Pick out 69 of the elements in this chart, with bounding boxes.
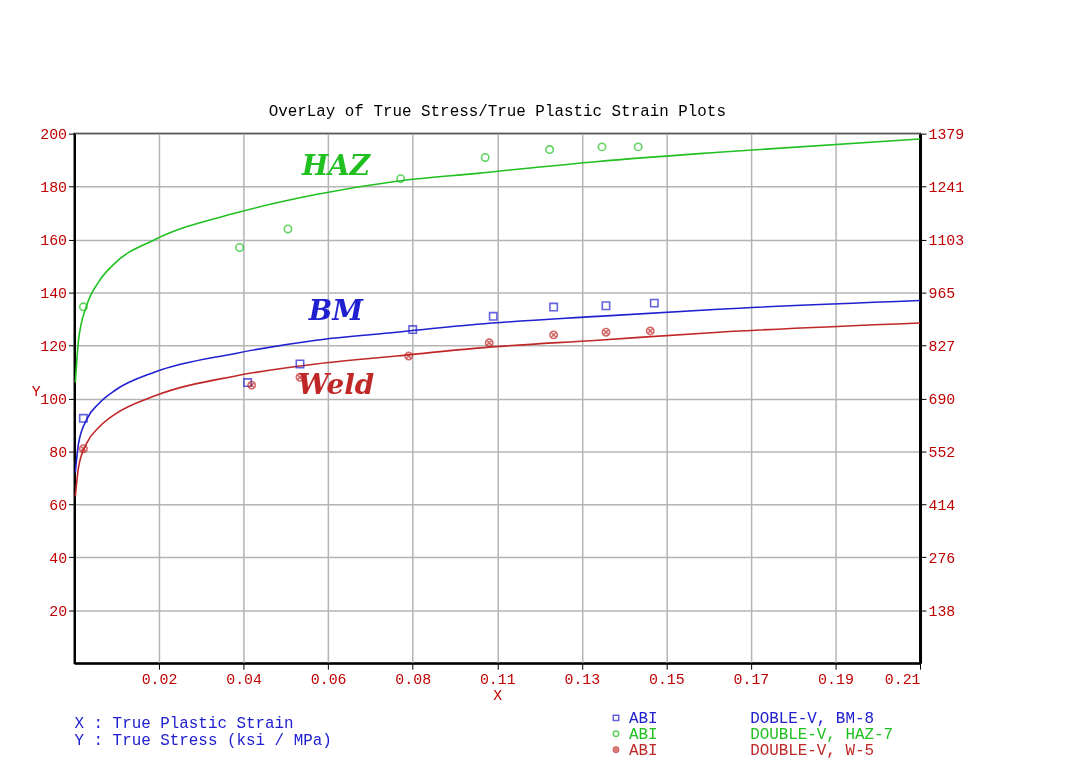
y2-tick-label: 965 [928,285,956,302]
point [78,444,88,454]
x-tick-label: 0.17 [733,671,770,688]
y-tick-label: 140 [40,285,68,302]
point [597,142,607,152]
series-label: Weld [297,367,375,401]
y-tick-label: 200 [40,127,68,144]
point [283,224,293,234]
y-tick-label: 100 [40,391,68,408]
text: DOUBLE-V, HAZ-7 [750,725,894,744]
y-tick-label: 160 [40,233,68,250]
point [247,380,257,390]
legend-label: ABI [628,741,658,760]
y2-tick-label: 690 [928,391,956,408]
y-tick-label: 180 [40,180,68,197]
text: Y : True Stress (ksi / MPa) [74,731,332,750]
y2-tick-label: 138 [928,603,956,620]
y-tick-label: 80 [49,444,68,461]
text: DOUBLE-V, W-5 [750,741,874,760]
point [488,311,498,321]
y-tick-label: 20 [49,603,68,620]
point [78,302,88,312]
point [633,142,643,152]
point [243,378,253,388]
y-axis-title: Y [31,383,41,400]
point [601,301,611,311]
x-tick-label: 0.08 [395,671,432,688]
point [480,153,490,162]
point [649,298,659,308]
point [396,174,406,184]
x-tick-label: 0.11 [479,671,516,688]
line-series [74,299,921,474]
x-tick-label: 0.15 [648,671,685,688]
line-series [74,322,921,498]
point [545,145,555,155]
point [549,330,559,340]
y2-tick-label: 827 [928,338,956,355]
point [484,338,494,348]
legend-label: ABI [628,725,658,744]
x-tick-label: 0.13 [564,671,601,688]
point [408,325,418,335]
x-axis-title: X [493,688,503,705]
x-tick-label: 0.06 [310,671,347,688]
y2-tick-label: 1379 [928,127,965,144]
point [295,359,305,369]
y2-tick-label: 414 [928,497,956,514]
y2-tick-label: 1103 [928,233,965,250]
x-tick-label: 0.21 [884,671,921,688]
y2-tick-label: 552 [928,444,956,461]
text: X : True Plastic Strain [74,714,294,733]
y-tick-label: 60 [49,497,68,514]
y2-tick-label: 1241 [928,180,965,197]
point [601,327,611,337]
chart-title: OverLay of True Stress/True Plastic Strain Plots [268,102,726,121]
point [235,243,245,252]
x-tick-label: 0.02 [141,671,178,688]
series-label: BM [307,294,365,328]
point [645,326,655,336]
x-tick-label: 0.04 [226,671,263,688]
legend-label: ABI [628,709,658,728]
point [78,413,88,423]
y-tick-label: 120 [40,338,68,355]
y2-tick-label: 276 [928,550,956,567]
x-tick-label: 0.19 [818,671,854,688]
point [404,351,414,361]
point [549,302,559,312]
series-label: HAZ [300,148,372,182]
text: DOBLE-V, BM-8 [750,709,874,728]
y-tick-label: 40 [49,550,68,567]
